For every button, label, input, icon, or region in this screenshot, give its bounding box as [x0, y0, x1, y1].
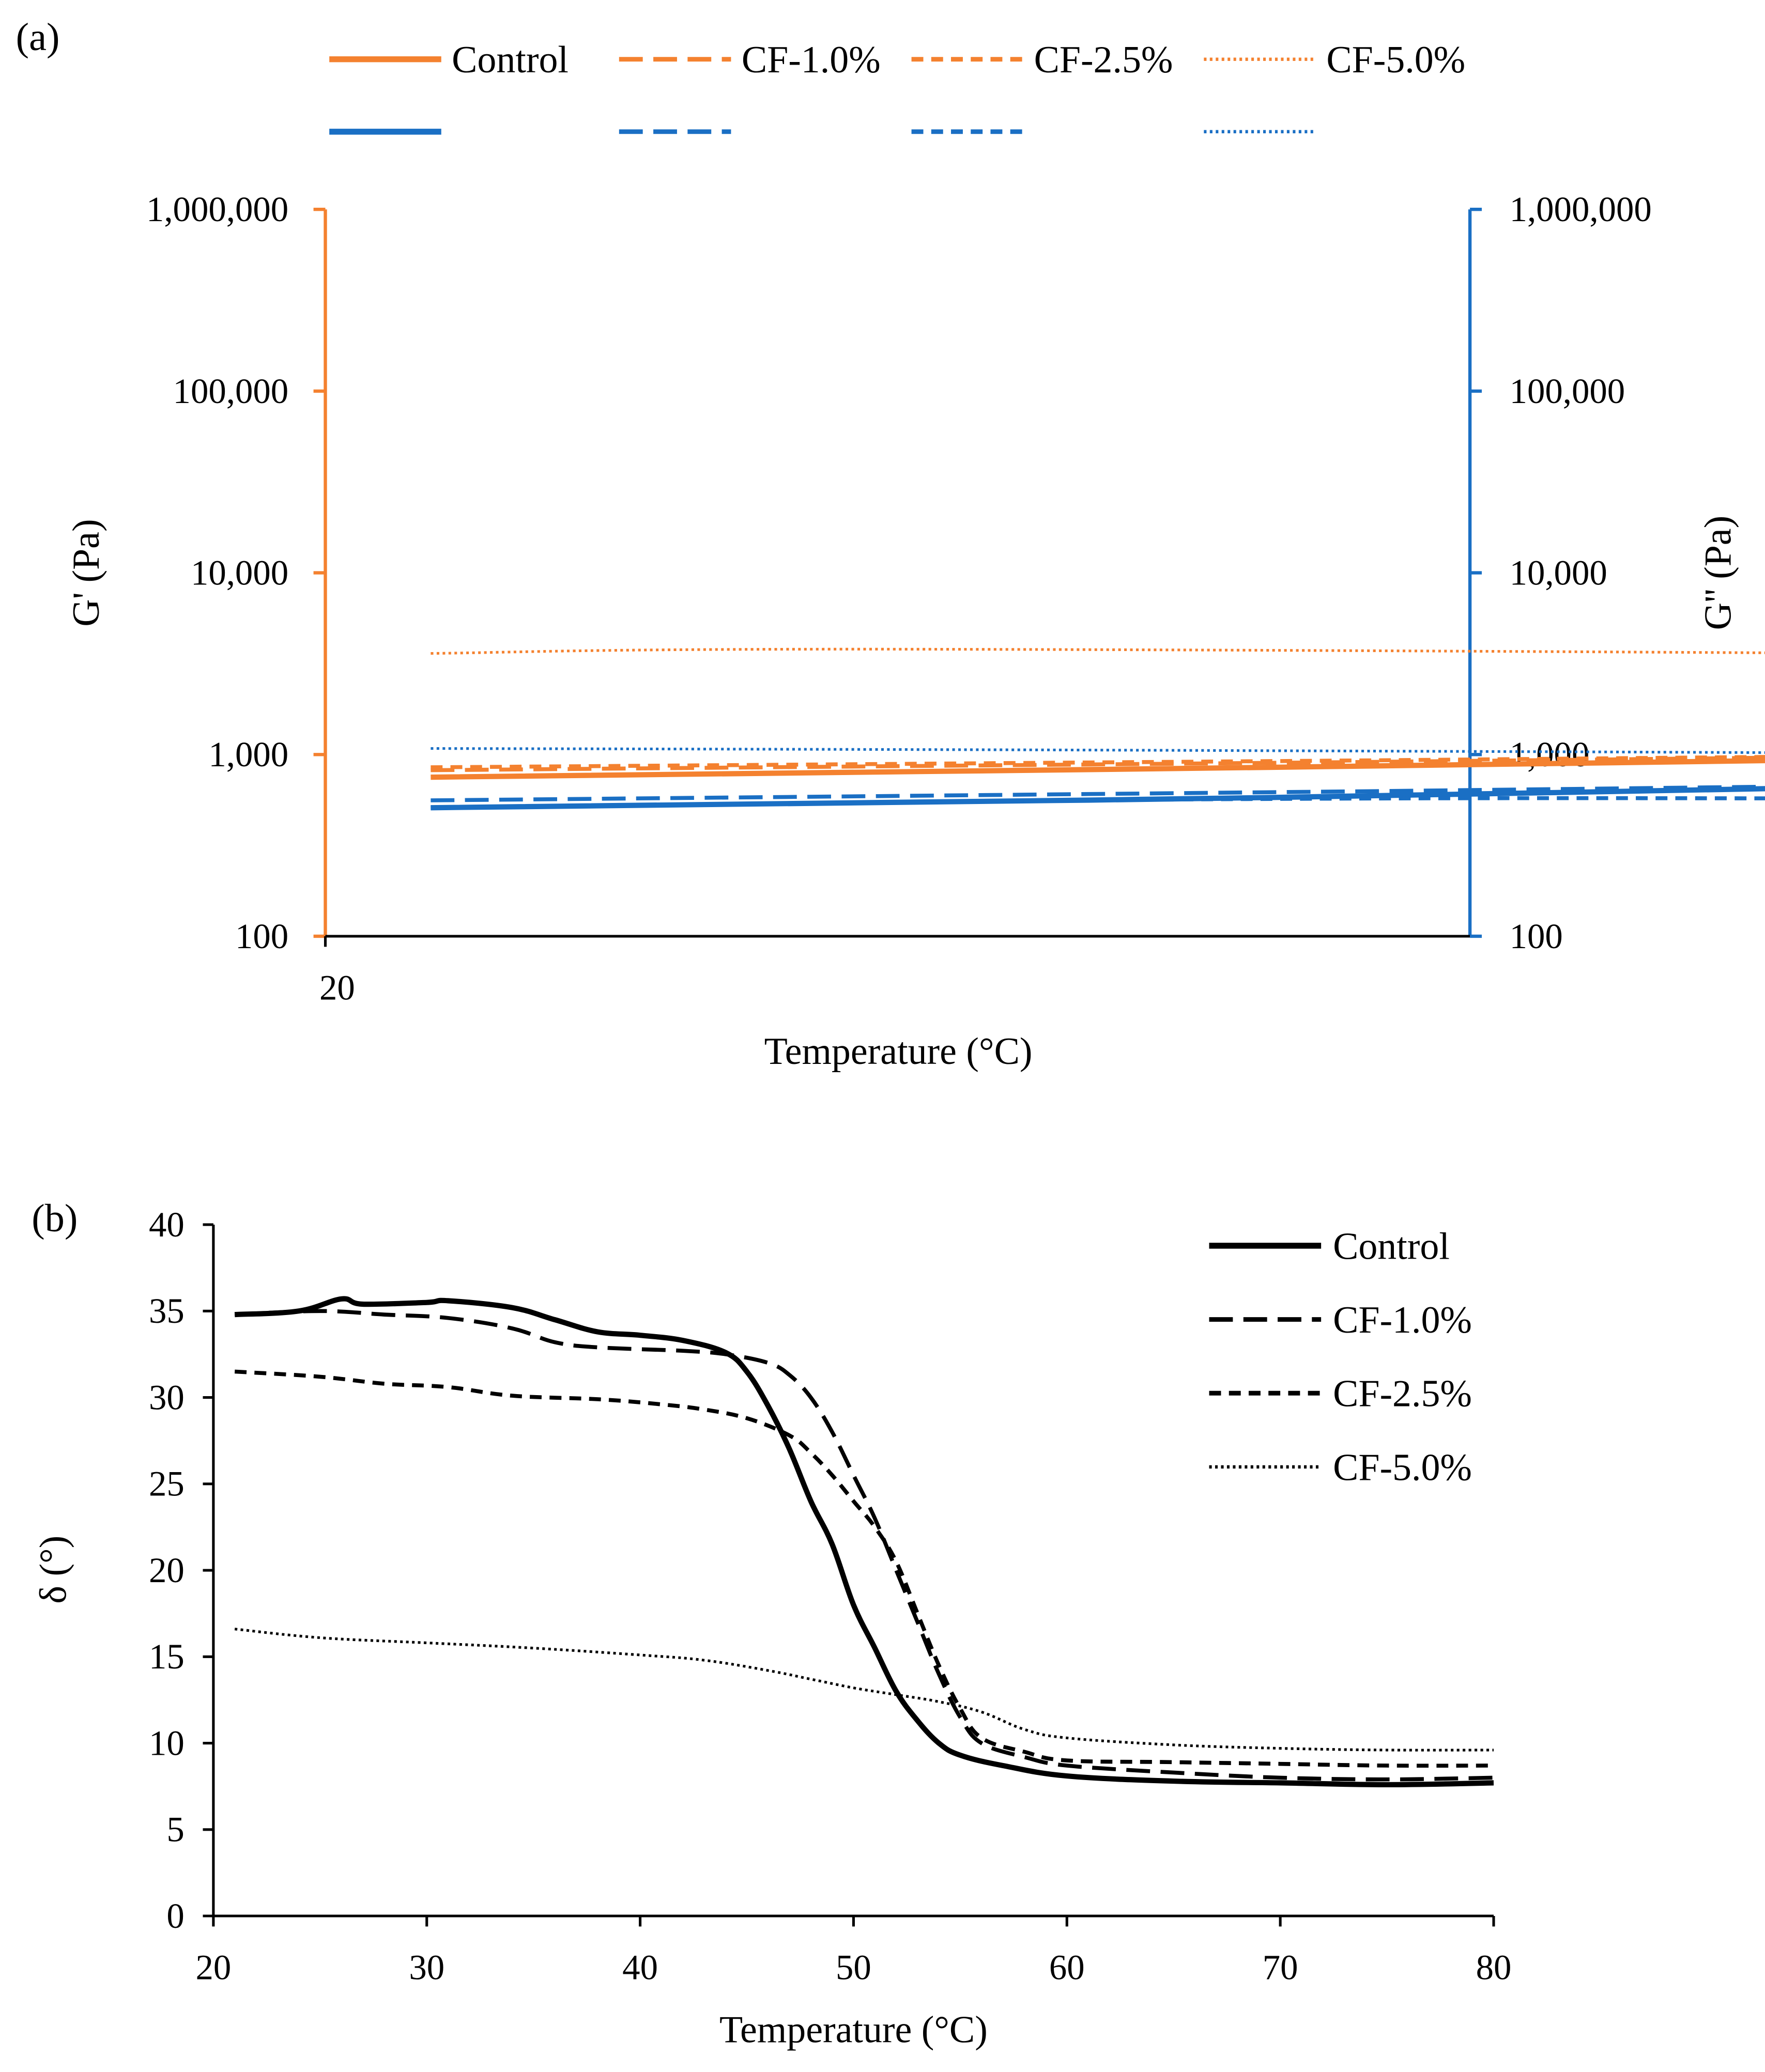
right-y-tick-label: 1,000,000 [1510, 190, 1652, 229]
left-y-axis-title: G' (Pa) [65, 519, 107, 626]
right-y-tick-label: 1,000 [1510, 735, 1590, 774]
series-line-g-prime-cf-5-0- [431, 647, 1765, 655]
right-y-tick-label: 100 [1510, 917, 1563, 956]
series-line-delta-cf-2-5- [234, 1369, 1494, 1768]
y-tick-label: 15 [149, 1637, 185, 1676]
series-line-delta-control [234, 1296, 1494, 1788]
x-axis-title: Temperature (°C) [719, 2008, 988, 2051]
legend-label: CF-2.5% [1333, 1372, 1472, 1415]
y-tick-label: 20 [149, 1551, 185, 1590]
panel-a-storage-loss-modulus-chart: (a) 100 100 1,000 1,000 10,000 10,000 100,000 10… [16, 15, 1765, 1072]
y-tick-label: 30 [149, 1378, 185, 1417]
x-tick-label: 80 [1476, 1947, 1512, 1987]
y-tick-label: 0 [166, 1896, 184, 1936]
y-tick-label: 10 [149, 1723, 185, 1762]
panel-label: (a) [16, 15, 60, 59]
left-y-tick-label: 1,000,000 [146, 190, 288, 229]
left-y-tick-label: 100 [235, 917, 288, 956]
y-tick-label: 35 [149, 1291, 185, 1331]
legend-label: CF-1.0% [742, 38, 881, 81]
left-y-tick-label: 10,000 [191, 553, 288, 593]
right-y-axis-title: G'' (Pa) [1697, 516, 1739, 630]
series-line-delta-cf-1-0- [235, 1309, 1494, 1782]
legend-label: CF-5.0% [1333, 1446, 1472, 1488]
x-tick-label: 50 [836, 1947, 871, 1987]
legend-label: CF-1.0% [1333, 1298, 1472, 1341]
legend-label: CF-2.5% [1034, 38, 1173, 81]
panel-label: (b) [32, 1196, 78, 1240]
right-y-tick-label: 10,000 [1510, 553, 1607, 593]
x-tick-label: 70 [1263, 1947, 1298, 1987]
left-y-tick-label: 1,000 [208, 735, 288, 774]
x-tick-label: 60 [1049, 1947, 1085, 1987]
legend-label: Control [452, 38, 569, 81]
x-tick-label: 20 [319, 968, 355, 1007]
legend-label: Control [1333, 1225, 1450, 1267]
x-tick-label: 30 [409, 1947, 444, 1987]
y-axis-title: δ (°) [32, 1536, 74, 1604]
x-tick-label: 40 [622, 1947, 658, 1987]
panel-b-phase-angle-chart: (b) 0 5 10 15 20 25 30 35 40 20 30 40 50 60 70 80 Tempera… [32, 1196, 1511, 2051]
y-tick-label: 40 [149, 1205, 185, 1244]
left-y-tick-label: 100,000 [173, 372, 289, 411]
right-y-tick-label: 100,000 [1510, 372, 1625, 411]
x-tick-label: 20 [195, 1947, 231, 1987]
series-line-delta-cf-5-0- [234, 1628, 1494, 1752]
x-axis-title: Temperature (°C) [764, 1030, 1033, 1072]
y-tick-label: 25 [149, 1464, 185, 1504]
y-tick-label: 5 [166, 1810, 184, 1849]
legend-label: CF-5.0% [1326, 38, 1465, 81]
